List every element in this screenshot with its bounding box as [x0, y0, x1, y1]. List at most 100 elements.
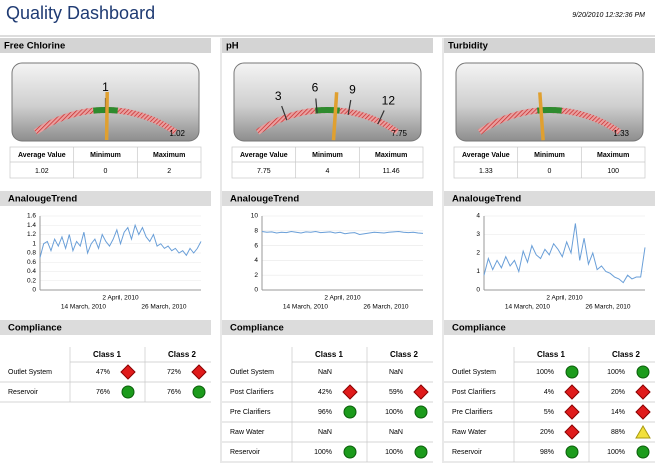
gauge-tick-label: 3 [275, 89, 282, 103]
panel-title: Turbidity [448, 41, 489, 52]
status-fail [635, 404, 651, 420]
x-tick-label: 14 March, 2010 [283, 304, 329, 311]
class-header: Class 1 [537, 350, 566, 359]
status-pass [414, 445, 428, 459]
status-pass [636, 445, 650, 459]
row-name: Outlet System [452, 369, 496, 376]
class2-value: 20% [611, 389, 625, 396]
stats-value: 0 [104, 168, 108, 175]
stats-table [453, 146, 646, 179]
class-header: Class 1 [315, 350, 344, 359]
class2-value: 88% [611, 429, 625, 436]
stats-header: Maximum [597, 152, 629, 159]
y-tick-label: 2 [254, 272, 258, 279]
gauge-tick-label: 12 [382, 94, 396, 108]
class2-value: 59% [389, 389, 403, 396]
section-title: AnalougeTrend [230, 194, 299, 205]
section-bar [444, 320, 655, 335]
gauge-value: 1.02 [169, 129, 185, 138]
y-tick-label: 0.8 [27, 250, 36, 257]
status-fail [564, 404, 580, 420]
class-header: Class 2 [390, 350, 419, 359]
y-tick-label: 0.6 [27, 259, 36, 266]
status-fail [564, 384, 580, 400]
class2-value: 100% [607, 449, 625, 456]
row-name: Outlet System [8, 369, 52, 376]
y-tick-label: 1.6 [27, 213, 36, 220]
section-bar [0, 320, 211, 335]
class1-value: 20% [540, 429, 554, 436]
section-title: AnalougeTrend [452, 194, 521, 205]
section-title: Compliance [230, 323, 284, 334]
class2-value: 72% [167, 369, 181, 376]
gauge-ok-band [537, 107, 562, 114]
trend-line [261, 231, 424, 236]
y-tick-label: 0 [32, 287, 36, 294]
status-fail [635, 384, 651, 400]
row-name: Outlet System [230, 369, 274, 376]
row-name: Pre Clarifiers [452, 409, 493, 416]
stats-value: 0 [548, 168, 552, 175]
y-tick-label: 0 [254, 287, 258, 294]
class2-value: 100% [385, 409, 403, 416]
class2-value: 14% [611, 409, 625, 416]
status-pass [565, 445, 579, 459]
stats-header: Average Value [240, 152, 288, 159]
class1-value: 42% [318, 389, 332, 396]
y-tick-label: 3 [476, 231, 480, 238]
y-tick-label: 1.2 [27, 231, 36, 238]
gauge-needle [331, 92, 339, 141]
section-title: Compliance [8, 323, 62, 334]
x-tick-label: 2 April, 2010 [546, 295, 583, 302]
stats-header: Average Value [462, 152, 510, 159]
y-tick-label: 0.4 [27, 268, 36, 275]
stats-header: Minimum [534, 152, 565, 159]
x-tick-label: 2 April, 2010 [324, 295, 361, 302]
x-tick-label: 14 March, 2010 [61, 304, 107, 311]
stats-table [9, 146, 202, 179]
panel-title: Free Chlorine [4, 41, 65, 52]
stats-value: 11.46 [383, 168, 400, 175]
stats-value: 1.33 [479, 168, 493, 175]
x-tick-label: 26 March, 2010 [363, 304, 409, 311]
y-tick-label: 6 [254, 242, 258, 249]
section-title: AnalougeTrend [8, 194, 77, 205]
y-tick-label: 1 [476, 268, 480, 275]
status-fail [191, 364, 207, 380]
gauge-ok-band [315, 107, 340, 114]
stats-header: Minimum [90, 152, 121, 159]
section-bar [222, 320, 433, 335]
class1-value: 47% [96, 369, 110, 376]
status-fail [564, 424, 580, 440]
y-tick-label: 8 [254, 228, 258, 235]
y-tick-label: 2 [476, 250, 480, 257]
panel-title: pH [226, 41, 239, 52]
panel-title-bar [222, 38, 433, 53]
status-pass [414, 405, 428, 419]
row-name: Reservoir [230, 449, 261, 456]
page-title: Quality Dashboard [6, 3, 155, 23]
gauge-tick-label: 1 [102, 80, 109, 94]
gauge-needle [538, 92, 545, 141]
x-tick-label: 26 March, 2010 [141, 304, 187, 311]
gauge-tick-label: 9 [349, 82, 356, 96]
gauge-tick-label: 6 [312, 81, 319, 95]
class1-value: NaN [318, 369, 332, 376]
stats-header: Average Value [18, 152, 66, 159]
status-warn [635, 425, 651, 439]
class1-value: 98% [540, 449, 554, 456]
panel-title-bar [444, 38, 655, 53]
panel-title-bar [0, 38, 211, 53]
y-tick-label: 10 [251, 213, 259, 220]
row-name: Post Clarifiers [452, 389, 496, 396]
class1-value: 100% [536, 369, 554, 376]
section-bar [222, 191, 433, 206]
stats-value: 4 [326, 168, 330, 175]
x-tick-label: 26 March, 2010 [585, 304, 631, 311]
class1-value: 96% [318, 409, 332, 416]
class-header: Class 2 [168, 350, 197, 359]
y-tick-label: 4 [254, 257, 258, 264]
row-name: Post Clarifiers [230, 389, 274, 396]
status-pass [343, 405, 357, 419]
stats-value: 2 [167, 168, 171, 175]
